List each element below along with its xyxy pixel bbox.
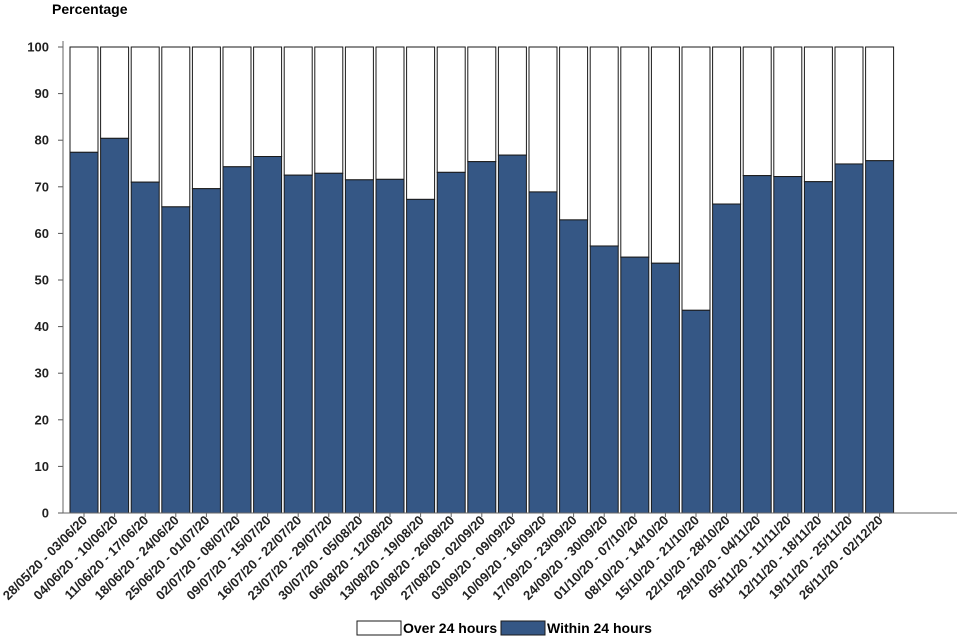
bars-group <box>69 46 895 514</box>
bar-over-24-hours <box>467 46 497 163</box>
bar-over-24-hours <box>161 46 191 208</box>
bar-within-24-hours <box>650 262 680 514</box>
y-tick-label: 0 <box>42 506 49 521</box>
bar-within-24-hours <box>467 161 497 514</box>
axes-group <box>62 41 957 514</box>
bar-within-24-hours <box>314 172 344 514</box>
legend-over-24-hours-label: Over 24 hours <box>403 620 497 636</box>
legend: Over 24 hours Within 24 hours <box>356 620 652 636</box>
y-axis-label: Percentage <box>52 1 128 17</box>
bar-over-24-hours <box>559 46 589 221</box>
bar-within-24-hours <box>344 179 374 514</box>
bar-within-24-hours <box>375 178 405 514</box>
bar-over-24-hours <box>375 46 405 180</box>
bar-over-24-hours <box>497 46 527 156</box>
bar-within-24-hours <box>222 166 252 514</box>
bar-within-24-hours <box>253 156 283 514</box>
y-tick-label: 10 <box>35 459 49 474</box>
bar-within-24-hours <box>589 245 619 514</box>
bar-over-24-hours <box>100 46 130 139</box>
bar-over-24-hours <box>191 46 221 190</box>
y-tick-label: 50 <box>35 273 49 288</box>
bar-within-24-hours <box>528 191 558 514</box>
bar-within-24-hours <box>69 151 99 514</box>
y-axis-ticks: 0 10 20 30 40 50 60 70 80 90 100 <box>27 40 63 521</box>
bar-over-24-hours <box>834 46 864 165</box>
bar-over-24-hours <box>589 46 619 247</box>
bar-within-24-hours <box>681 309 711 514</box>
y-tick-label: 60 <box>35 226 49 241</box>
bar-over-24-hours <box>620 46 650 258</box>
bar-within-24-hours <box>773 176 803 514</box>
bar-within-24-hours <box>130 181 160 514</box>
bar-within-24-hours <box>712 203 742 514</box>
bar-over-24-hours <box>528 46 558 193</box>
bar-over-24-hours <box>222 46 252 168</box>
y-tick-label: 80 <box>35 133 49 148</box>
y-tick-label: 20 <box>35 412 49 427</box>
bar-within-24-hours <box>865 160 895 514</box>
bar-over-24-hours <box>253 46 283 158</box>
bar-over-24-hours <box>344 46 374 181</box>
bar-over-24-hours <box>436 46 466 173</box>
bar-over-24-hours <box>742 46 772 177</box>
bar-within-24-hours <box>406 198 436 514</box>
bar-over-24-hours <box>130 46 160 183</box>
bar-over-24-hours <box>406 46 436 200</box>
bar-over-24-hours <box>681 46 711 311</box>
bar-over-24-hours <box>712 46 742 205</box>
legend-within-24-hours-swatch <box>500 620 546 636</box>
bar-over-24-hours <box>865 46 895 162</box>
bar-within-24-hours <box>497 154 527 514</box>
bar-within-24-hours <box>559 219 589 514</box>
bar-within-24-hours <box>620 256 650 514</box>
y-tick-label: 70 <box>35 179 49 194</box>
y-tick-label: 30 <box>35 366 49 381</box>
bar-within-24-hours <box>161 206 191 514</box>
legend-over-24-hours-swatch <box>356 620 402 636</box>
bar-within-24-hours <box>742 175 772 514</box>
bar-within-24-hours <box>191 188 221 514</box>
legend-within-24-hours-label: Within 24 hours <box>547 620 652 636</box>
y-tick-label: 90 <box>35 86 49 101</box>
bar-over-24-hours <box>803 46 833 183</box>
y-tick-label: 100 <box>27 40 49 55</box>
bar-over-24-hours <box>69 46 99 153</box>
bar-within-24-hours <box>436 171 466 514</box>
bar-over-24-hours <box>314 46 344 174</box>
bar-within-24-hours <box>100 137 130 514</box>
bar-within-24-hours <box>283 174 313 514</box>
bar-over-24-hours <box>650 46 680 264</box>
bar-within-24-hours <box>834 163 864 514</box>
y-tick-label: 40 <box>35 319 49 334</box>
bar-within-24-hours <box>803 181 833 514</box>
bar-over-24-hours <box>773 46 803 178</box>
bar-over-24-hours <box>283 46 313 176</box>
